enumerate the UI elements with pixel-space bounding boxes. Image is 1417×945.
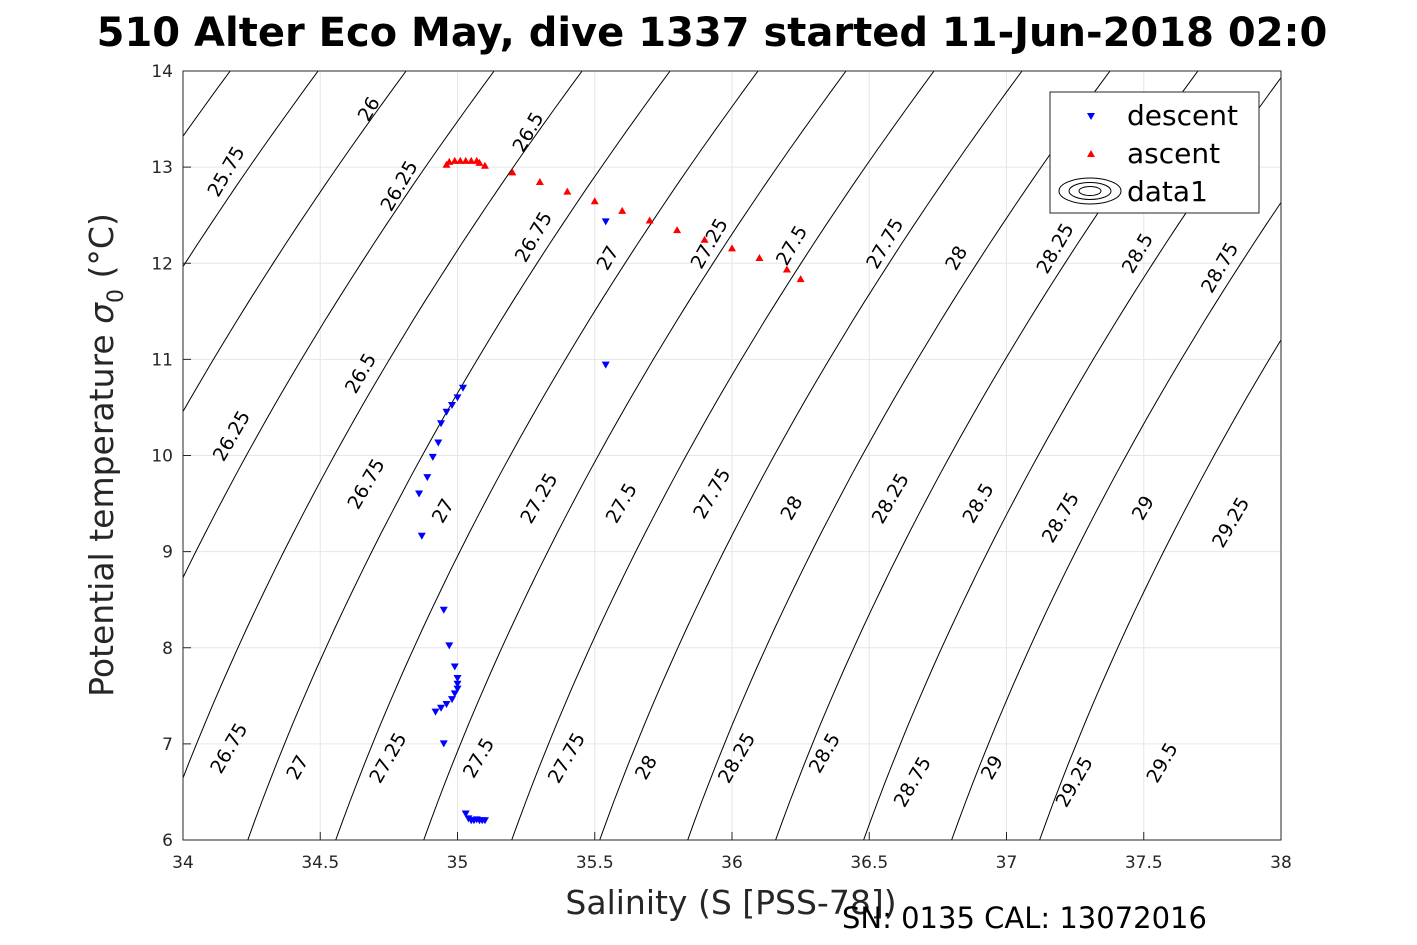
descent-point: [423, 474, 432, 482]
ascent-point: [535, 178, 544, 186]
y-axis-label-symbol: σ: [82, 302, 121, 324]
ascent-point: [480, 161, 489, 169]
descent-point: [453, 680, 462, 688]
y-tick-label: 14: [151, 62, 173, 82]
x-tick-label: 37.5: [1125, 853, 1163, 873]
legend-data1-label: data1: [1127, 175, 1208, 208]
ascent-point: [590, 197, 599, 205]
descent-point: [458, 384, 467, 392]
y-axis-label-unit: (°C): [82, 213, 121, 278]
ascent-point: [728, 244, 736, 252]
x-tick-label: 34: [172, 853, 194, 873]
y-axis-label-text: Potential temperature: [82, 334, 121, 696]
x-tick-label: 36.5: [850, 853, 888, 873]
descent-point: [431, 708, 440, 716]
y-tick-label: 9: [162, 543, 173, 563]
descent-point: [445, 642, 454, 650]
descent-point: [450, 663, 459, 671]
descent-point: [461, 810, 470, 818]
y-tick-label: 6: [162, 831, 173, 851]
ascent-point: [467, 156, 476, 164]
x-axis-ticks: 34 34.5 35 35.5 36 36.5 37 37.5 38: [172, 832, 1292, 873]
isopycnal-line: [183, 71, 319, 268]
x-tick-label: 36: [721, 853, 743, 873]
isopycnal-line: [599, 71, 1023, 840]
descent-point: [453, 394, 462, 402]
isopycnal-line: [247, 71, 671, 840]
x-tick-label: 35.5: [576, 853, 614, 873]
descent-point: [453, 675, 462, 683]
x-tick-label: 34.5: [301, 853, 339, 873]
descent-point: [442, 408, 451, 416]
y-axis-ticks: 6 7 8 9 10 11 12 13 14: [151, 62, 191, 851]
descent-point: [480, 817, 489, 825]
chart-title: 510 Alter Eco May, dive 1337 started 11-…: [97, 10, 1328, 56]
ascent-point: [450, 156, 459, 164]
ascent-point: [563, 187, 572, 195]
descent-point: [437, 704, 446, 712]
isopycnal-line: [183, 71, 495, 579]
descent-point: [415, 490, 424, 498]
ascent-series: [442, 156, 805, 283]
legend: descent ascent data1: [1049, 91, 1260, 214]
descent-point: [434, 439, 443, 447]
isopycnal-line: [183, 71, 583, 780]
legend-contour-icon: [1058, 177, 1122, 205]
legend-descent-label: descent: [1127, 99, 1238, 132]
legend-box: [1049, 91, 1260, 214]
y-tick-label: 7: [162, 735, 173, 755]
footer-serial-cal: SN: 0135 CAL: 13072016: [842, 901, 1207, 935]
descent-point: [439, 740, 448, 748]
descent-point: [448, 402, 457, 410]
x-tick-label: 38: [1270, 853, 1292, 873]
descent-point: [417, 532, 426, 540]
ascent-point: [645, 216, 654, 224]
y-tick-label: 12: [151, 254, 173, 274]
legend-ascent-label: ascent: [1127, 137, 1220, 170]
isopycnal-line: [687, 71, 1111, 840]
ascent-point: [796, 275, 805, 283]
y-tick-label: 13: [151, 158, 173, 178]
x-tick-label: 35: [447, 853, 469, 873]
ascent-point: [673, 226, 682, 234]
descent-point: [601, 218, 610, 226]
descent-point: [428, 453, 437, 461]
isopycnal-line: [183, 71, 407, 413]
descent-point: [442, 700, 451, 708]
y-axis-label: Potential temperature σ0 (°C): [82, 213, 129, 697]
y-tick-label: 10: [151, 447, 173, 467]
isopycnal-line: [951, 201, 1281, 840]
descent-point: [448, 696, 457, 704]
descent-point: [450, 690, 459, 698]
isopycnal-line: [511, 71, 935, 840]
isopycnal-line: [423, 71, 847, 840]
y-tick-label: 8: [162, 639, 173, 659]
x-axis-label: Salinity (S [PSS-78]): [565, 883, 896, 922]
ascent-point: [461, 156, 470, 164]
ascent-point: [700, 235, 709, 243]
legend-descent-marker: [1087, 113, 1095, 120]
x-tick-label: 37: [996, 853, 1018, 873]
descent-point: [601, 361, 610, 369]
descent-point: [453, 685, 462, 693]
ascent-point: [475, 158, 484, 166]
ascent-point: [618, 206, 627, 214]
y-tick-label: 11: [151, 350, 173, 370]
isopycnal-line: [335, 71, 759, 840]
ascent-point: [755, 253, 764, 261]
legend-ascent-marker: [1087, 150, 1095, 157]
descent-series: [415, 218, 610, 825]
ascent-point: [782, 265, 791, 273]
isopycnal-line: [1039, 338, 1281, 840]
descent-point: [437, 420, 446, 428]
ascent-point: [456, 156, 465, 164]
y-axis-label-subscript: 0: [104, 289, 129, 303]
ascent-point: [508, 168, 517, 176]
descent-point: [439, 606, 448, 614]
